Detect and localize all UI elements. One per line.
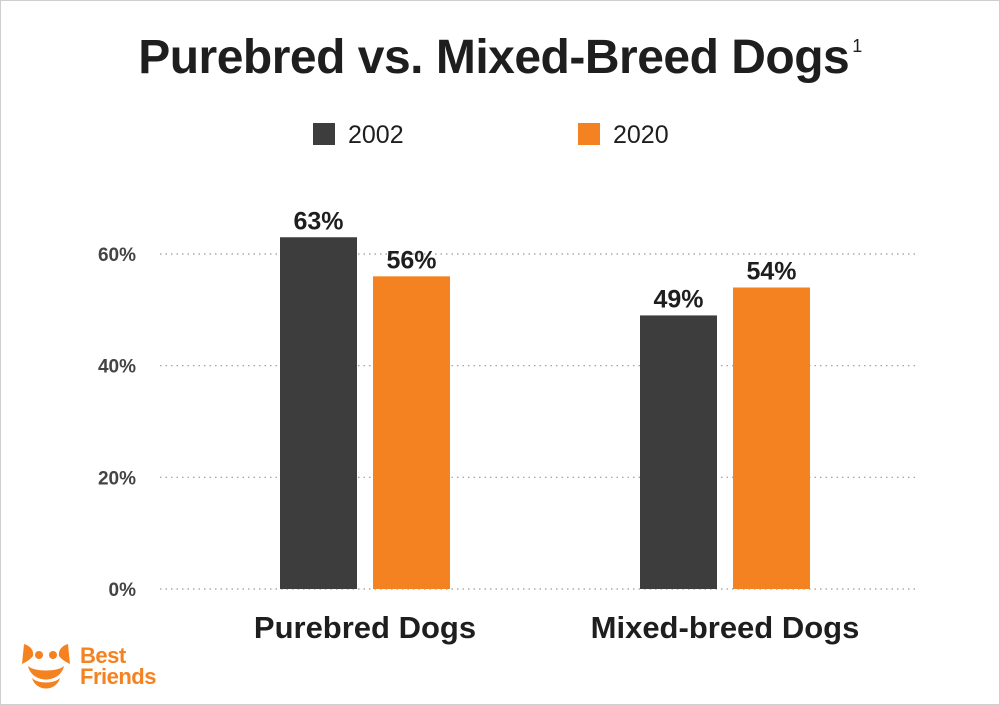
y-tick-label: 0% bbox=[109, 580, 137, 601]
bar bbox=[280, 237, 357, 589]
y-tick-label: 20% bbox=[98, 468, 136, 489]
data-label: 63% bbox=[293, 207, 343, 235]
legend-swatch bbox=[313, 123, 335, 145]
logo-text: Best Friends bbox=[80, 643, 156, 689]
y-tick-label: 40% bbox=[98, 357, 136, 378]
legend-label: 2002 bbox=[348, 121, 404, 149]
logo-line-1: Best bbox=[80, 643, 126, 668]
bar bbox=[733, 287, 810, 589]
bar bbox=[640, 315, 717, 589]
chart-title-text: Purebred vs. Mixed-Breed Dogs bbox=[138, 31, 850, 84]
data-label: 49% bbox=[653, 285, 703, 313]
legend-label: 2020 bbox=[613, 121, 669, 149]
dog-smile-icon bbox=[22, 644, 70, 689]
x-tick-label: Purebred Dogs bbox=[254, 610, 476, 645]
best-friends-logo: Best Friends bbox=[20, 638, 156, 694]
legend-swatch bbox=[578, 123, 600, 145]
data-label: 56% bbox=[386, 246, 436, 274]
y-tick-label: 60% bbox=[98, 245, 136, 266]
logo-line-2: Friends bbox=[80, 664, 156, 689]
title-footnote: 1 bbox=[852, 36, 862, 56]
chart-title: Purebred vs. Mixed-Breed Dogs 1 bbox=[0, 30, 1000, 85]
x-tick-label: Mixed-breed Dogs bbox=[591, 610, 860, 645]
data-label: 54% bbox=[746, 258, 796, 286]
bar bbox=[373, 276, 450, 589]
